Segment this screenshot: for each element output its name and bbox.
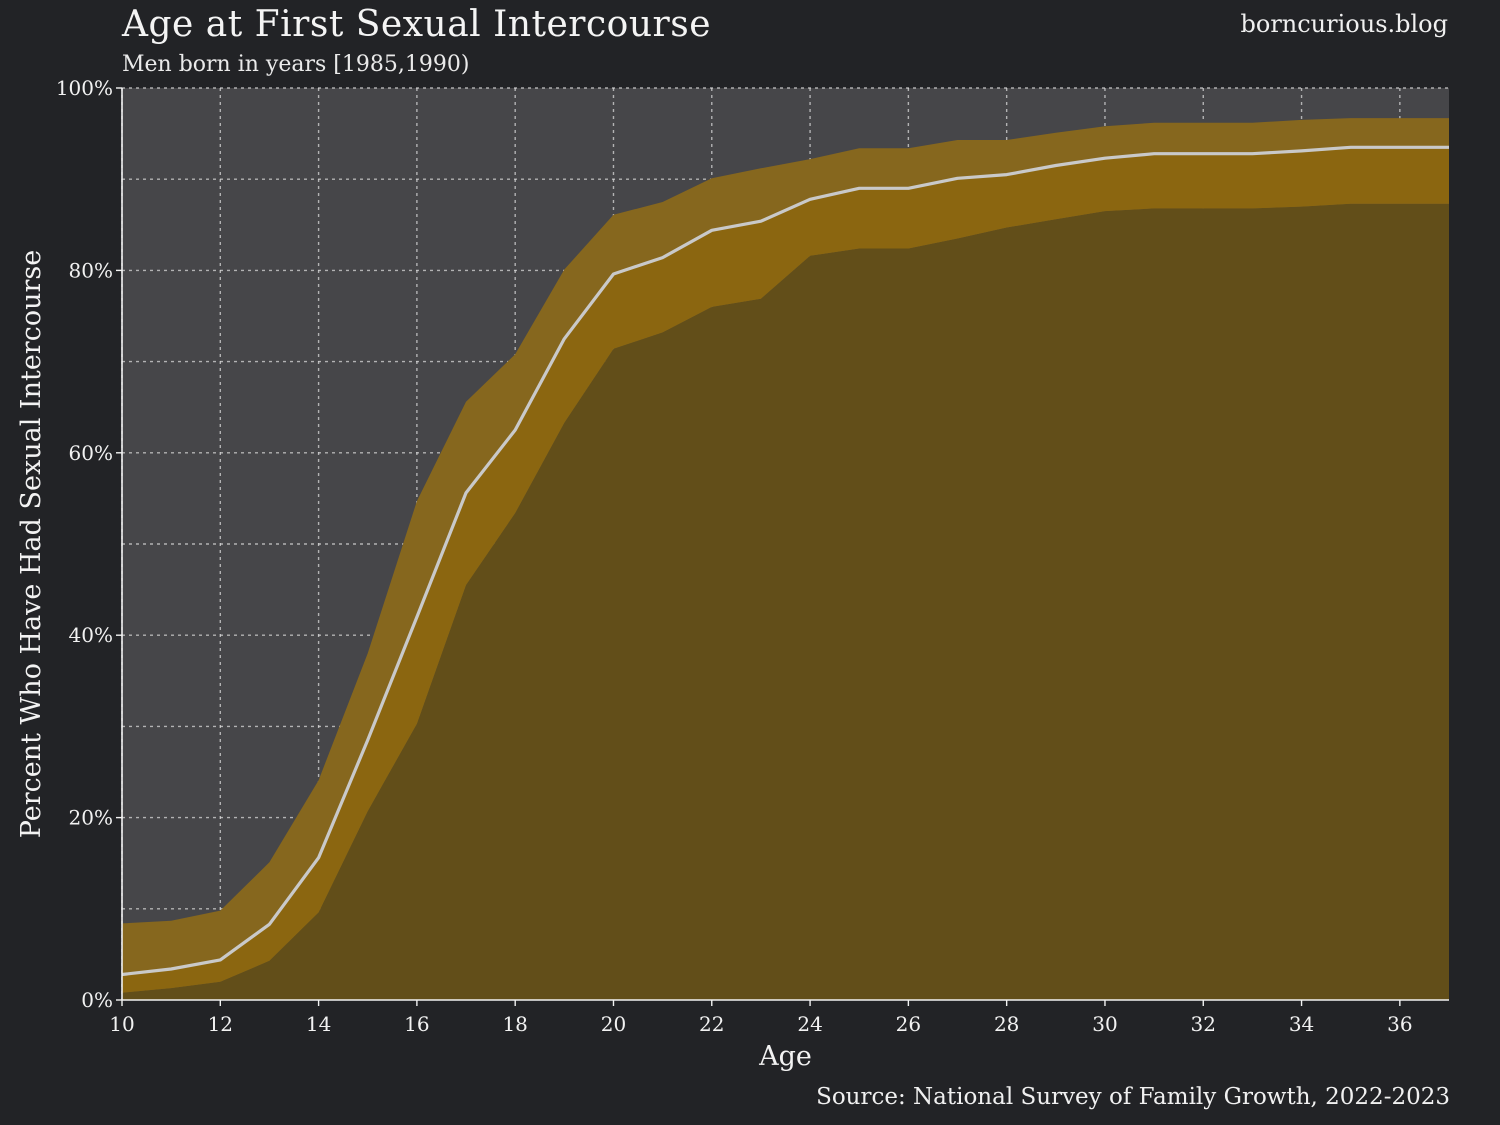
y-axis-ticks: 0% 20% 40% 60% 80% 100% <box>56 76 122 1012</box>
x-tick-label: 14 <box>306 1012 331 1036</box>
estimate-line <box>121 145 1449 977</box>
chart-title: Age at First Sexual Intercourse <box>122 4 712 45</box>
x-tick-label: 34 <box>1289 1012 1314 1036</box>
x-tick-label: 28 <box>994 1012 1019 1036</box>
x-tick-label: 32 <box>1191 1012 1216 1036</box>
x-tick-label: 18 <box>502 1012 527 1036</box>
y-tick-label: 100% <box>56 76 113 100</box>
source-note: Source: National Survey of Family Growth… <box>816 1084 1450 1110</box>
chart-subtitle: Men born in years [1985,1990) <box>122 52 470 77</box>
y-tick-label: 0% <box>81 988 113 1012</box>
x-tick-label: 24 <box>797 1012 822 1036</box>
x-tick-label: 30 <box>1092 1012 1117 1036</box>
x-tick-label: 16 <box>404 1012 429 1036</box>
x-axis-ticks: 10 12 14 16 18 20 22 24 26 28 30 32 34 36 <box>109 1000 1413 1036</box>
x-tick-label: 20 <box>601 1012 626 1036</box>
y-tick-label: 60% <box>69 441 113 465</box>
y-tick-label: 20% <box>69 806 113 830</box>
y-tick-label: 40% <box>69 623 113 647</box>
brand-label: borncurious.blog <box>1240 10 1449 38</box>
x-axis-label: Age <box>758 1041 812 1072</box>
x-tick-label: 12 <box>208 1012 233 1036</box>
area-below-band <box>122 203 1449 1001</box>
x-tick-label: 10 <box>109 1012 134 1036</box>
x-tick-label: 26 <box>896 1012 921 1036</box>
x-tick-label: 36 <box>1387 1012 1412 1036</box>
x-tick-label: 22 <box>699 1012 724 1036</box>
y-tick-label: 80% <box>69 258 113 282</box>
y-axis-label: Percent Who Have Had Sexual Intercourse <box>16 250 47 838</box>
